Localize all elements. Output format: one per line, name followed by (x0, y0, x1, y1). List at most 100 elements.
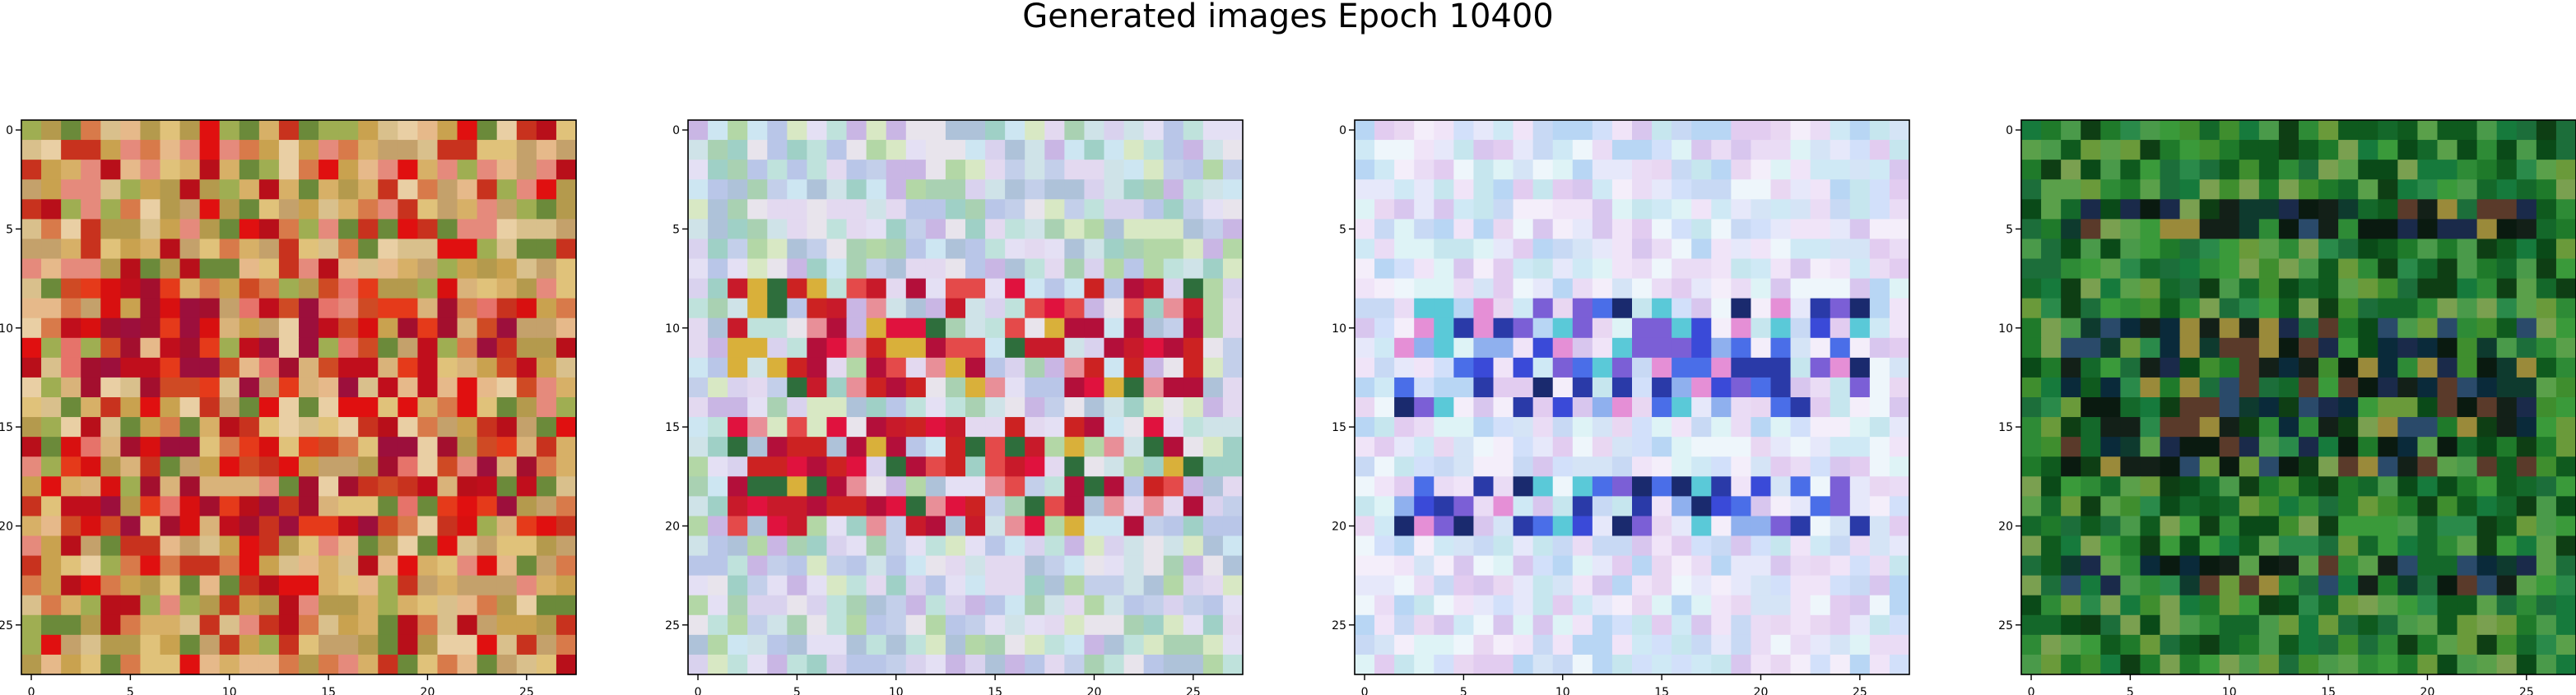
heatmap-cell (199, 496, 221, 517)
heatmap-cell (1374, 476, 1395, 497)
heatmap-cell (2061, 555, 2081, 577)
heatmap-cell (2338, 140, 2359, 160)
heatmap-cell (516, 535, 537, 557)
heatmap-cell (708, 614, 728, 636)
heatmap-cell (100, 437, 121, 457)
heatmap-cell (358, 140, 379, 160)
heatmap-cell (1123, 179, 1145, 200)
heatmap-cell (2536, 357, 2557, 378)
heatmap-cell (1084, 357, 1105, 378)
heatmap-cell (1044, 496, 1065, 517)
heatmap-cell (2476, 377, 2498, 398)
heatmap-cell (140, 199, 161, 220)
heatmap-cell (338, 634, 359, 656)
heatmap-cell (338, 535, 359, 557)
x-tick-label: 5 (127, 686, 134, 695)
heatmap-cell (299, 555, 319, 577)
heatmap-cell (1592, 437, 1613, 457)
heatmap-cell (846, 595, 867, 616)
heatmap-cell (688, 634, 709, 656)
heatmap-cell (1453, 140, 1475, 160)
heatmap-cell (866, 575, 887, 596)
heatmap-cell (239, 417, 260, 438)
heatmap-cell (1394, 377, 1415, 398)
heatmap-cell (219, 317, 240, 339)
heatmap-cell (61, 317, 81, 339)
heatmap-cell (1830, 219, 1851, 240)
heatmap-cell (120, 595, 142, 616)
heatmap-cell (1163, 377, 1184, 398)
heatmap-cell (1414, 496, 1434, 517)
heatmap-cell (496, 160, 518, 180)
heatmap-cell (1611, 417, 1633, 438)
heatmap-cell (41, 298, 62, 319)
heatmap-cell (1731, 140, 1752, 160)
heatmap-cell (1869, 258, 1890, 280)
heatmap-cell (299, 317, 319, 339)
heatmap-cell (1123, 298, 1145, 319)
heatmap-cell (1202, 397, 1224, 418)
heatmap-cell (1222, 239, 1244, 260)
heatmap-cell (985, 496, 1006, 517)
heatmap-cell (1592, 120, 1613, 141)
heatmap-cell (61, 397, 81, 418)
heatmap-cell (886, 120, 907, 141)
heatmap-cell (2021, 317, 2042, 339)
heatmap-cell (1672, 397, 1692, 418)
heatmap-cell (258, 140, 280, 160)
heatmap-cell (219, 337, 240, 359)
heatmap-cell (1414, 476, 1434, 497)
heatmap-cell (2536, 476, 2557, 497)
heatmap-cell (1672, 634, 1692, 656)
heatmap-cell (1672, 357, 1692, 378)
heatmap-cell (1691, 595, 1712, 616)
heatmap-cell (1790, 239, 1811, 260)
heatmap-cell (787, 417, 808, 438)
heatmap-cell (2437, 575, 2458, 596)
heatmap-cell (556, 555, 577, 577)
heatmap-cell (2179, 437, 2201, 457)
heatmap-cell (688, 219, 709, 240)
heatmap-cell (319, 417, 339, 438)
heatmap-cell (2140, 298, 2161, 319)
heatmap-cell (905, 140, 927, 160)
heatmap-cell (767, 357, 788, 378)
heatmap-cell (2021, 179, 2042, 200)
heatmap-cell (81, 199, 101, 220)
heatmap-cell (767, 595, 788, 616)
heatmap-cell (437, 357, 458, 378)
heatmap-cell (477, 179, 498, 200)
heatmap-cell (965, 239, 986, 260)
heatmap-cell (2100, 160, 2121, 180)
heatmap-cell (1202, 377, 1224, 398)
heatmap-cell (925, 575, 946, 596)
heatmap-cell (1005, 397, 1025, 418)
heatmap-cell (1751, 219, 1772, 240)
heatmap-cell (100, 298, 121, 319)
heatmap-cell (2338, 357, 2359, 378)
heatmap-cell (179, 337, 201, 359)
heatmap-cell (199, 239, 221, 260)
heatmap-cell (708, 377, 728, 398)
heatmap-cell (1123, 437, 1145, 457)
heatmap-cell (925, 219, 946, 240)
heatmap-cell (2516, 595, 2537, 616)
heatmap-cell (258, 120, 280, 141)
heatmap-cell (41, 654, 62, 675)
heatmap-cell (258, 595, 280, 616)
heatmap-cell (807, 397, 828, 418)
heatmap-cell (905, 317, 927, 339)
heatmap-cell (2378, 199, 2398, 220)
heatmap-cell (2081, 654, 2101, 675)
heatmap-cell (516, 278, 537, 299)
heatmap-cell (1552, 140, 1574, 160)
heatmap-cell (2258, 634, 2280, 656)
heatmap-cell (925, 120, 946, 141)
heatmap-cell (1652, 555, 1672, 577)
heatmap-cell (767, 239, 788, 260)
heatmap-cell (1869, 496, 1890, 517)
heatmap-cell (1084, 199, 1105, 220)
heatmap-cell (496, 278, 518, 299)
heatmap-cell (2378, 337, 2398, 359)
heatmap-cell (140, 456, 161, 477)
